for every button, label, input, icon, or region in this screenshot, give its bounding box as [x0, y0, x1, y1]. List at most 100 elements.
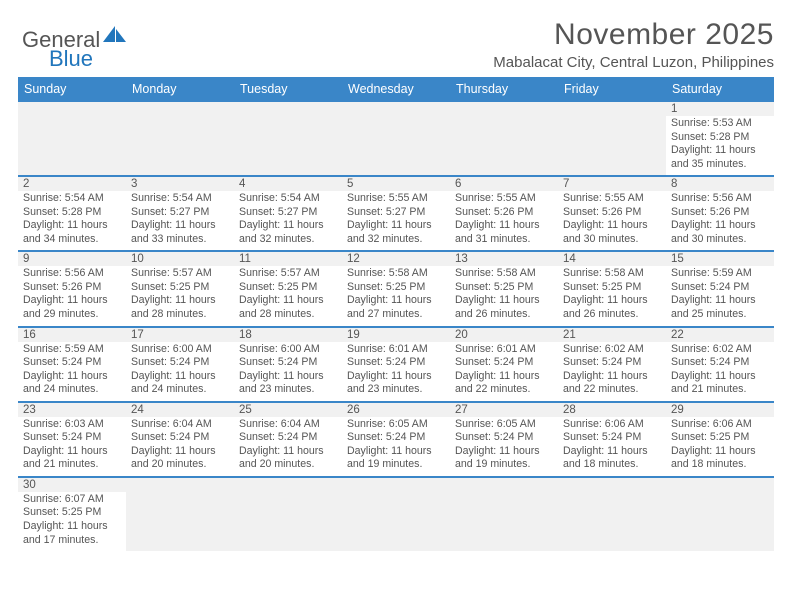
sunset-line: Sunset: 5:26 PM [23, 281, 122, 295]
day-number: 10 [126, 252, 234, 266]
calendar-cell: Sunrise: 5:55 AMSunset: 5:27 PMDaylight:… [342, 191, 450, 250]
day-number: 17 [126, 328, 234, 342]
sunset-line: Sunset: 5:24 PM [131, 356, 230, 370]
sunset-line: Sunset: 5:27 PM [239, 206, 338, 220]
daylight-line: Daylight: 11 hours and 35 minutes. [671, 144, 770, 171]
daylight-line: Daylight: 11 hours and 30 minutes. [563, 219, 662, 246]
daylight-line: Daylight: 11 hours and 28 minutes. [239, 294, 338, 321]
brand-sail-icon [103, 26, 127, 47]
header: November 2025 Mabalacat City, Central Lu… [18, 18, 774, 71]
day-number: 4 [234, 177, 342, 191]
sunset-line: Sunset: 5:24 PM [23, 431, 122, 445]
daylight-line: Daylight: 11 hours and 34 minutes. [23, 219, 122, 246]
calendar-cell [450, 116, 558, 175]
day-number: 29 [666, 403, 774, 417]
sunrise-line: Sunrise: 5:55 AM [455, 192, 554, 206]
calendar-cell: Sunrise: 5:59 AMSunset: 5:24 PMDaylight:… [666, 266, 774, 325]
sunset-line: Sunset: 5:27 PM [347, 206, 446, 220]
day-number [558, 102, 666, 116]
calendar-cell [126, 492, 234, 551]
sunset-line: Sunset: 5:25 PM [455, 281, 554, 295]
daylight-line: Daylight: 11 hours and 22 minutes. [455, 370, 554, 397]
calendar-cell: Sunrise: 6:04 AMSunset: 5:24 PMDaylight:… [234, 417, 342, 476]
daylight-line: Daylight: 11 hours and 19 minutes. [455, 445, 554, 472]
daylight-line: Daylight: 11 hours and 24 minutes. [131, 370, 230, 397]
daylight-line: Daylight: 11 hours and 18 minutes. [563, 445, 662, 472]
daylight-line: Daylight: 11 hours and 23 minutes. [239, 370, 338, 397]
calendar: Sunday Monday Tuesday Wednesday Thursday… [18, 77, 774, 551]
calendar-cell [666, 492, 774, 551]
sunrise-line: Sunrise: 6:00 AM [131, 343, 230, 357]
day-number: 19 [342, 328, 450, 342]
sunset-line: Sunset: 5:25 PM [23, 506, 122, 520]
day-number [126, 478, 234, 492]
calendar-cell [558, 492, 666, 551]
sunrise-line: Sunrise: 5:58 AM [455, 267, 554, 281]
calendar-cell: Sunrise: 6:00 AMSunset: 5:24 PMDaylight:… [126, 342, 234, 401]
day-number [234, 102, 342, 116]
calendar-cell: Sunrise: 6:06 AMSunset: 5:24 PMDaylight:… [558, 417, 666, 476]
sunset-line: Sunset: 5:24 PM [347, 356, 446, 370]
day-number: 24 [126, 403, 234, 417]
day-number [342, 478, 450, 492]
sunset-line: Sunset: 5:24 PM [563, 431, 662, 445]
sunset-line: Sunset: 5:26 PM [455, 206, 554, 220]
sunset-line: Sunset: 5:24 PM [671, 356, 770, 370]
dayname: Friday [558, 78, 666, 101]
day-number: 21 [558, 328, 666, 342]
sunset-line: Sunset: 5:24 PM [563, 356, 662, 370]
sunset-line: Sunset: 5:28 PM [23, 206, 122, 220]
sunrise-line: Sunrise: 6:07 AM [23, 493, 122, 507]
sunset-line: Sunset: 5:24 PM [455, 356, 554, 370]
calendar-cell: Sunrise: 6:01 AMSunset: 5:24 PMDaylight:… [342, 342, 450, 401]
sunrise-line: Sunrise: 6:00 AM [239, 343, 338, 357]
sunrise-line: Sunrise: 5:56 AM [23, 267, 122, 281]
sunrise-line: Sunrise: 6:01 AM [455, 343, 554, 357]
daylight-line: Daylight: 11 hours and 20 minutes. [131, 445, 230, 472]
calendar-cell [342, 116, 450, 175]
day-number [126, 102, 234, 116]
day-number [18, 102, 126, 116]
sunset-line: Sunset: 5:25 PM [131, 281, 230, 295]
day-number [450, 102, 558, 116]
day-number: 5 [342, 177, 450, 191]
sunset-line: Sunset: 5:24 PM [347, 431, 446, 445]
daylight-line: Daylight: 11 hours and 19 minutes. [347, 445, 446, 472]
daylight-line: Daylight: 11 hours and 21 minutes. [23, 445, 122, 472]
sunrise-line: Sunrise: 5:56 AM [671, 192, 770, 206]
daylight-line: Daylight: 11 hours and 25 minutes. [671, 294, 770, 321]
sunset-line: Sunset: 5:26 PM [671, 206, 770, 220]
dayname: Saturday [666, 78, 774, 101]
daylight-line: Daylight: 11 hours and 30 minutes. [671, 219, 770, 246]
day-number [342, 102, 450, 116]
calendar-cell: Sunrise: 5:57 AMSunset: 5:25 PMDaylight:… [126, 266, 234, 325]
calendar-cell [342, 492, 450, 551]
calendar-cell: Sunrise: 6:04 AMSunset: 5:24 PMDaylight:… [126, 417, 234, 476]
location-subtitle: Mabalacat City, Central Luzon, Philippin… [18, 54, 774, 71]
dayname: Thursday [450, 78, 558, 101]
sunrise-line: Sunrise: 6:01 AM [347, 343, 446, 357]
daylight-line: Daylight: 11 hours and 26 minutes. [563, 294, 662, 321]
sunrise-line: Sunrise: 5:59 AM [23, 343, 122, 357]
daylight-line: Daylight: 11 hours and 26 minutes. [455, 294, 554, 321]
day-number: 26 [342, 403, 450, 417]
calendar-cell: Sunrise: 6:01 AMSunset: 5:24 PMDaylight:… [450, 342, 558, 401]
day-number: 14 [558, 252, 666, 266]
day-number: 1 [666, 102, 774, 116]
sunset-line: Sunset: 5:24 PM [239, 431, 338, 445]
day-number: 25 [234, 403, 342, 417]
sunrise-line: Sunrise: 5:54 AM [131, 192, 230, 206]
calendar-cell [234, 492, 342, 551]
calendar-cell: Sunrise: 6:07 AMSunset: 5:25 PMDaylight:… [18, 492, 126, 551]
day-number: 20 [450, 328, 558, 342]
day-number: 16 [18, 328, 126, 342]
calendar-cell: Sunrise: 6:00 AMSunset: 5:24 PMDaylight:… [234, 342, 342, 401]
sunset-line: Sunset: 5:28 PM [671, 131, 770, 145]
sunrise-line: Sunrise: 6:06 AM [671, 418, 770, 432]
daylight-line: Daylight: 11 hours and 27 minutes. [347, 294, 446, 321]
brand-text-2: Blue [49, 46, 93, 71]
calendar-cell: Sunrise: 5:54 AMSunset: 5:27 PMDaylight:… [234, 191, 342, 250]
sunset-line: Sunset: 5:24 PM [23, 356, 122, 370]
sunrise-line: Sunrise: 5:54 AM [23, 192, 122, 206]
calendar-cell: Sunrise: 5:59 AMSunset: 5:24 PMDaylight:… [18, 342, 126, 401]
